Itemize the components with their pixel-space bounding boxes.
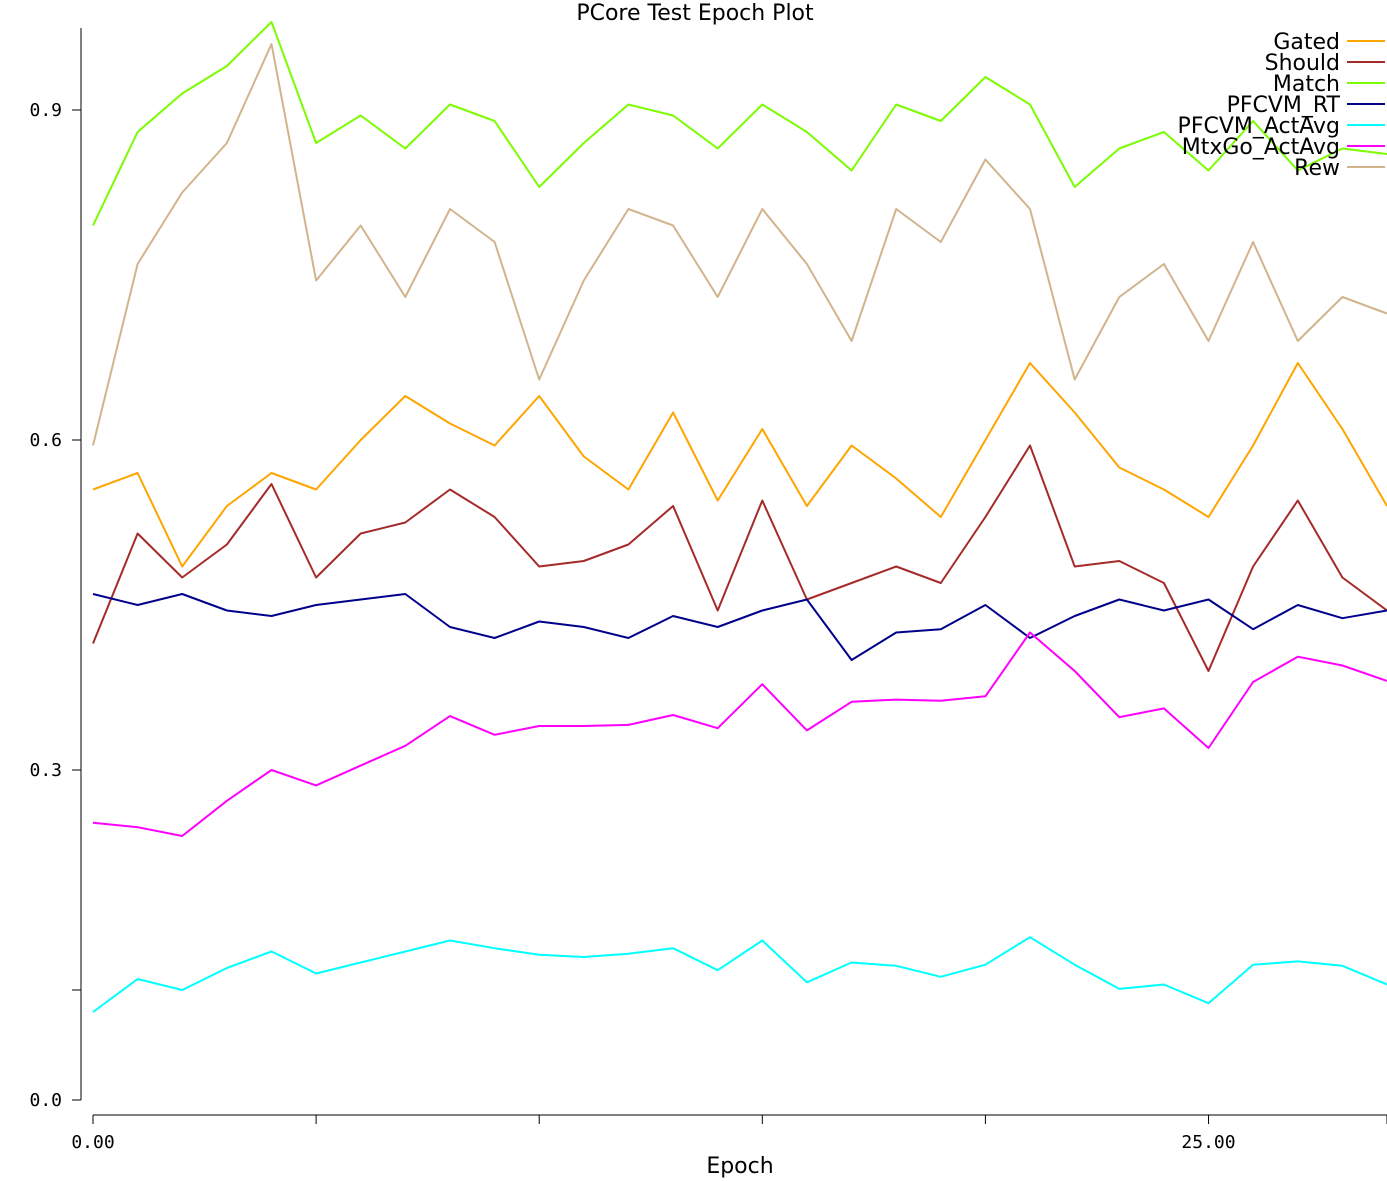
legend-item-pfcvm-rt: PFCVM_RT [1227, 93, 1385, 118]
legend-item-pfcvm-actavg: PFCVM_ActAvg [1178, 114, 1385, 139]
legend-label: MtxGo_ActAvg [1182, 135, 1340, 160]
legend-label: Should [1265, 51, 1340, 76]
legend-item-mtxgo-actavg: MtxGo_ActAvg [1182, 135, 1385, 160]
series-line-pfcvm-actavg [92, 936, 1387, 1013]
y-tick-label: 0.9 [29, 100, 62, 121]
x-tick-label: 0.00 [71, 1132, 114, 1153]
legend: GatedShouldMatchPFCVM_RTPFCVM_ActAvgMtxG… [1178, 30, 1385, 181]
legend-item-match: Match [1273, 72, 1385, 97]
x-axis-ticks: 0.00 25.00 [71, 1115, 1387, 1153]
y-axis-ticks: 0.0 0.3 0.6 0.9 [29, 100, 81, 1111]
legend-item-should: Should [1265, 51, 1385, 76]
series-line-pfcvm-rt [92, 593, 1387, 661]
legend-label: PFCVM_ActAvg [1178, 114, 1340, 139]
legend-item-rew: Rew [1294, 156, 1385, 181]
y-tick-label: 0.6 [29, 430, 62, 451]
x-axis-label: Epoch [706, 1154, 773, 1179]
chart-title: PCore Test Epoch Plot [576, 1, 814, 26]
legend-item-gated: Gated [1273, 30, 1385, 55]
series-line-gated [92, 362, 1387, 568]
legend-label: PFCVM_RT [1227, 93, 1341, 118]
series-line-rew [92, 43, 1387, 446]
series-line-should [92, 444, 1387, 672]
legend-label: Match [1273, 72, 1340, 97]
legend-label: Gated [1273, 30, 1340, 55]
series-line-match [92, 21, 1387, 226]
series-layer [92, 21, 1387, 1013]
y-tick-label: 0.3 [29, 760, 62, 781]
y-tick-label: 0.0 [29, 1090, 62, 1111]
series-line-mtxgo-actavg [92, 631, 1387, 837]
legend-label: Rew [1294, 156, 1340, 181]
x-tick-label: 25.00 [1181, 1132, 1235, 1153]
